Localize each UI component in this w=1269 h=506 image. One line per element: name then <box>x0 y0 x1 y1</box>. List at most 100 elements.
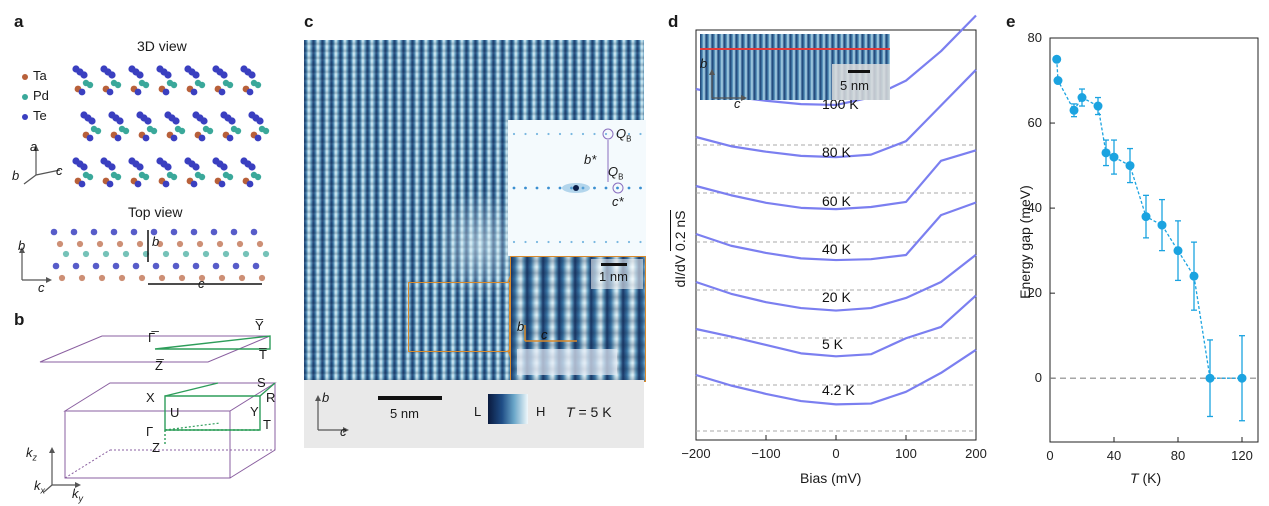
pd-atom <box>102 250 110 258</box>
pd-atom <box>122 250 130 258</box>
ta-atom <box>218 274 226 282</box>
crystal-3d-view <box>72 65 270 188</box>
legend-dot-pd <box>22 94 28 100</box>
te-atom <box>192 163 200 171</box>
gap-ytick-label: 20 <box>1028 285 1042 300</box>
te-atom <box>226 134 234 142</box>
gap-point <box>1157 220 1167 230</box>
fft-spot <box>524 132 527 136</box>
pd-atom <box>234 127 242 135</box>
panel-a: a 3D view Ta Pd Te a b c Top view b c b … <box>0 0 290 300</box>
bz3d-t: T <box>263 417 271 432</box>
temperature-symbol: T <box>566 404 575 420</box>
fft-spot <box>524 240 527 244</box>
ta-atom <box>96 240 104 248</box>
axis-kz-sub: z <box>32 452 38 463</box>
te-atom <box>114 134 122 142</box>
pd-atom <box>114 173 122 181</box>
bz2d-t: T̅ <box>259 347 267 362</box>
gap-xlabel-symbol: T <box>1130 470 1139 486</box>
legend-label-pd: Pd <box>33 88 49 103</box>
axis-ky: ky <box>72 486 83 504</box>
gap-ytick-label: 0 <box>1035 370 1042 385</box>
axis-kx-k: k <box>34 478 41 493</box>
te-atom <box>230 228 238 236</box>
main-scale-label: 5 nm <box>390 406 419 421</box>
sts-xtick-label: −100 <box>751 446 780 461</box>
gap-point <box>1189 271 1199 281</box>
zoom-scale-label: 1 nm <box>599 269 628 284</box>
te-atom <box>110 228 118 236</box>
bz3d-r: R <box>266 390 276 405</box>
ta-atom <box>238 274 246 282</box>
sts-curve-label: 80 K <box>822 144 851 160</box>
sts-curve-label: 40 K <box>822 241 851 257</box>
te-atom <box>192 262 200 270</box>
footer-axis-b: b <box>322 390 330 405</box>
ta-atom <box>136 240 144 248</box>
fft-spot <box>593 240 596 244</box>
fft-qb-right: QB <box>608 164 623 182</box>
ta-atom <box>198 274 206 282</box>
pd-atom <box>86 173 94 181</box>
gap-point <box>1125 161 1135 171</box>
bz3d-z: Z <box>152 440 160 455</box>
gap-ytick-label: 80 <box>1028 30 1042 45</box>
colorbar <box>488 394 528 424</box>
sts-xtick-label: −200 <box>681 446 710 461</box>
te-atom <box>252 262 260 270</box>
axis-kz: kz <box>26 445 37 463</box>
fft-spot <box>570 132 573 136</box>
te-atom <box>108 71 116 79</box>
fft-bstar: b* <box>584 152 597 167</box>
te-atom <box>130 228 138 236</box>
cell-label-b: b <box>152 234 160 249</box>
fft-spot <box>558 186 562 190</box>
sts-inset: 5 nm <box>700 34 890 100</box>
te-atom <box>92 262 100 270</box>
ta-atom <box>116 240 124 248</box>
bz3d-s: S <box>257 375 266 390</box>
pd-atom <box>226 81 234 89</box>
pd-atom <box>142 173 150 181</box>
legend-label-te: Te <box>33 108 47 123</box>
colorbar-low: L <box>474 404 482 419</box>
te-atom <box>212 262 220 270</box>
te-atom <box>108 163 116 171</box>
te-atom <box>250 228 258 236</box>
zoom-lattice-overlay <box>517 349 617 375</box>
te-atom <box>90 228 98 236</box>
gap-xtick-label: 80 <box>1171 448 1185 463</box>
sts-inset-axes <box>709 69 747 101</box>
ta-atom <box>98 274 106 282</box>
sts-inset-scale: 5 nm <box>840 78 869 93</box>
te-atom <box>232 262 240 270</box>
gap-xlabel-unit: (K) <box>1138 470 1162 486</box>
view3d-title: 3D view <box>137 38 187 54</box>
fft-spot <box>535 186 539 190</box>
fft-inset: QB b* QB c* <box>508 120 646 256</box>
panel-e: e 0 40 80 120 0 20 40 60 80 Energy gap (meV) T (… <box>990 0 1269 506</box>
pd-atom <box>222 250 230 258</box>
gap-point <box>1053 76 1063 86</box>
te-atom <box>218 180 226 188</box>
te-atom <box>198 134 206 142</box>
te-atom <box>136 71 144 79</box>
te-atom <box>86 134 94 142</box>
ta-atom <box>256 240 264 248</box>
pd-atom <box>82 250 90 258</box>
crystal-layers <box>72 65 270 188</box>
ta-atom <box>156 240 164 248</box>
panel-label-a: a <box>14 12 24 31</box>
axis3d-a: a <box>30 139 38 154</box>
panel-c: c QB b* QB c* 1 nm b c <box>290 0 660 506</box>
sts-curve-label: 60 K <box>822 193 851 209</box>
fft-spot <box>627 132 631 136</box>
pd-atom <box>262 127 270 135</box>
fft-spot <box>558 240 562 244</box>
fft-spot <box>512 132 516 136</box>
axis-ky-sub: y <box>78 493 84 504</box>
fft-spot <box>639 240 642 244</box>
axes-3d <box>23 145 61 185</box>
